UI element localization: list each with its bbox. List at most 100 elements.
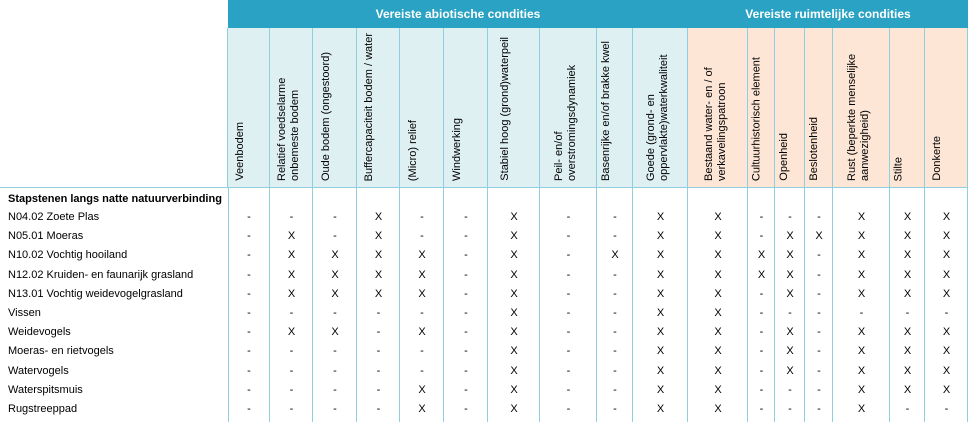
cell: X: [903, 383, 912, 396]
column-header: Donkerte: [925, 28, 968, 188]
cell: -: [376, 383, 381, 396]
cell: X: [903, 249, 912, 262]
cell: X: [510, 249, 518, 262]
column-line: [357, 188, 400, 422]
cell: X: [510, 383, 518, 396]
cell: -: [289, 364, 294, 377]
cell: X: [857, 268, 866, 281]
cell: -: [464, 268, 468, 281]
cell: -: [247, 230, 251, 243]
column-line: [488, 188, 540, 422]
cell: X: [331, 326, 339, 339]
column-label: Openheid: [777, 133, 790, 181]
row-label: N12.02 Kruiden- en faunarijk grasland: [8, 268, 194, 281]
cell: X: [903, 211, 912, 223]
group-header: Vereiste abiotische condities: [228, 0, 688, 28]
cell: X: [903, 326, 912, 339]
row-label: N04.02 Zoete Plas: [8, 211, 100, 223]
cell: X: [857, 345, 866, 358]
cell: -: [817, 364, 821, 377]
section-label: Stapstenen langs natte natuurverbinding: [8, 193, 222, 205]
cell: -: [788, 307, 792, 319]
cell: X: [331, 268, 339, 281]
cell: -: [905, 403, 910, 415]
cell: -: [464, 364, 468, 377]
cell: -: [759, 403, 764, 415]
cell: -: [464, 249, 468, 262]
cell: -: [289, 403, 294, 415]
column-line: [400, 188, 444, 422]
cell: X: [786, 268, 794, 281]
cell: -: [289, 383, 294, 396]
cell: X: [942, 211, 951, 223]
cell: -: [420, 211, 424, 223]
cell: -: [376, 364, 381, 377]
cell: X: [510, 230, 518, 243]
cell: X: [510, 403, 518, 415]
cell: -: [817, 211, 821, 223]
row-label: Vissen: [8, 307, 41, 319]
cell: -: [464, 287, 468, 300]
cell: X: [857, 326, 866, 339]
cell: -: [420, 345, 424, 358]
cell: -: [759, 345, 764, 358]
group-header: Vereiste ruimtelijke condities: [688, 0, 968, 28]
cell: -: [333, 403, 337, 415]
column-header: (Micro) relief: [400, 28, 444, 188]
cell: X: [714, 230, 722, 243]
cell: X: [331, 249, 339, 262]
cell: X: [656, 364, 665, 377]
cell: -: [817, 345, 821, 358]
cell: -: [613, 326, 617, 339]
cell: X: [656, 383, 665, 396]
cell: -: [566, 268, 571, 281]
cell: -: [613, 403, 617, 415]
cell: -: [759, 230, 764, 243]
cell: -: [788, 403, 792, 415]
row-label: N10.02 Vochtig hooiland: [8, 249, 128, 262]
cell: -: [333, 345, 337, 358]
column-label: Windwerking: [450, 118, 463, 181]
cell: -: [333, 383, 337, 396]
cell: X: [757, 268, 766, 281]
cell: X: [714, 345, 722, 358]
cell: X: [857, 364, 866, 377]
cell: X: [714, 211, 722, 223]
cell: X: [714, 403, 722, 415]
cell: X: [857, 249, 866, 262]
cell: X: [656, 211, 665, 223]
row-label: Weidevogels: [8, 326, 71, 339]
cell: X: [942, 383, 951, 396]
cell: -: [817, 383, 821, 396]
row-label: Waterspitsmuis: [8, 383, 83, 396]
cell: -: [376, 345, 381, 358]
cell: -: [247, 364, 251, 377]
cell: X: [786, 364, 794, 377]
cell: -: [788, 383, 792, 396]
cell: X: [942, 287, 951, 300]
column-header: Peil- en/of overstromingsdynamiek: [540, 28, 597, 188]
cell: X: [656, 307, 665, 319]
cell: X: [287, 326, 296, 339]
column-line: [444, 188, 488, 422]
column-label: Goede (grond- en oppervlakte)waterkwalit…: [645, 54, 670, 181]
cell: -: [464, 345, 468, 358]
row-label: N05.01 Moeras: [8, 230, 84, 243]
column-label: Donkerte: [931, 136, 943, 181]
cell: X: [714, 249, 722, 262]
cell: -: [566, 364, 571, 377]
cell: -: [566, 345, 571, 358]
cell: X: [510, 211, 518, 223]
cell: X: [656, 326, 665, 339]
column-label: Relatief voedselarme onbemeste bodem: [276, 77, 301, 181]
cell: X: [903, 268, 912, 281]
column-header: Stabiel hoog (grond)waterpeil: [488, 28, 540, 188]
cell: X: [857, 403, 866, 415]
column-header: Veenbodem: [228, 28, 270, 188]
cell: X: [418, 268, 426, 281]
column-label: Cultuurhistorisch element: [750, 56, 763, 181]
row-label: N13.01 Vochtig weidevogelgrasland: [8, 287, 183, 300]
column-label: Rust (beperkte menselijke aanwezigheid): [846, 53, 871, 181]
column-line: [775, 188, 805, 422]
